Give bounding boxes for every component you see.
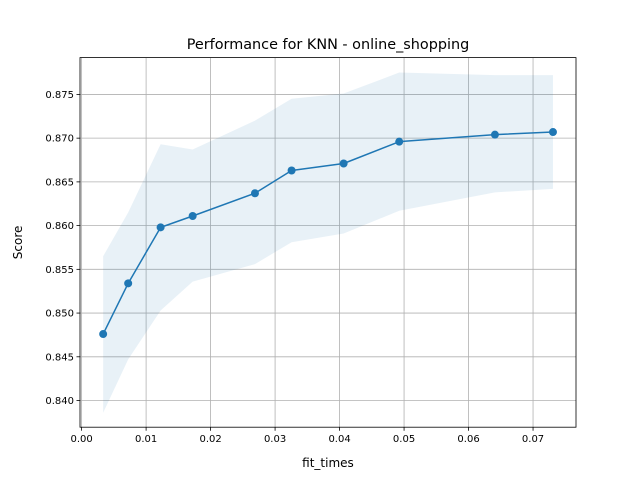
x-axis-label: fit_times [302,456,354,470]
data-point [287,166,296,175]
x-tick-label: 0.01 [135,434,157,445]
x-tick-label: 0.04 [328,434,350,445]
confidence-band [103,72,553,413]
series-line-group [102,131,554,335]
grid [80,57,576,428]
data-points-group [99,128,557,339]
x-tick-label: 0.03 [264,434,286,445]
x-tick-label: 0.06 [457,434,479,445]
data-point [395,137,404,146]
x-tick-label: 0.02 [199,434,221,445]
y-tick-label: 0.875 [45,90,74,101]
confidence-band-group [103,72,553,413]
y-tick-label: 0.870 [45,134,74,145]
y-tick-label: 0.840 [45,396,74,407]
data-point [490,130,499,139]
y-tick-label: 0.855 [45,265,74,276]
data-point [250,189,259,198]
series-line [102,131,554,335]
y-tick-label: 0.865 [45,177,74,188]
y-tick-label: 0.860 [45,221,74,232]
y-tick-label: 0.850 [45,309,74,320]
x-tick-label: 0.05 [393,434,415,445]
y-axis-ticks: 0.840 0.845 0.850 0.855 0.860 0.865 0.870 0.875 [45,90,80,407]
data-point [548,128,557,137]
y-axis-label: Score [11,226,25,260]
data-point [188,211,197,220]
x-tick-label: 0.07 [522,434,544,445]
chart-title: Performance for KNN - online_shopping [187,37,469,53]
x-tick-label: 0.00 [70,434,92,445]
x-axis-ticks: 0.00 0.01 0.02 0.03 0.04 0.05 0.06 0.07 [70,427,544,445]
data-point [156,223,165,232]
plot-frame [79,57,577,428]
y-tick-label: 0.845 [45,352,74,363]
data-point [99,330,108,339]
data-point [339,159,348,168]
data-point [124,279,133,288]
